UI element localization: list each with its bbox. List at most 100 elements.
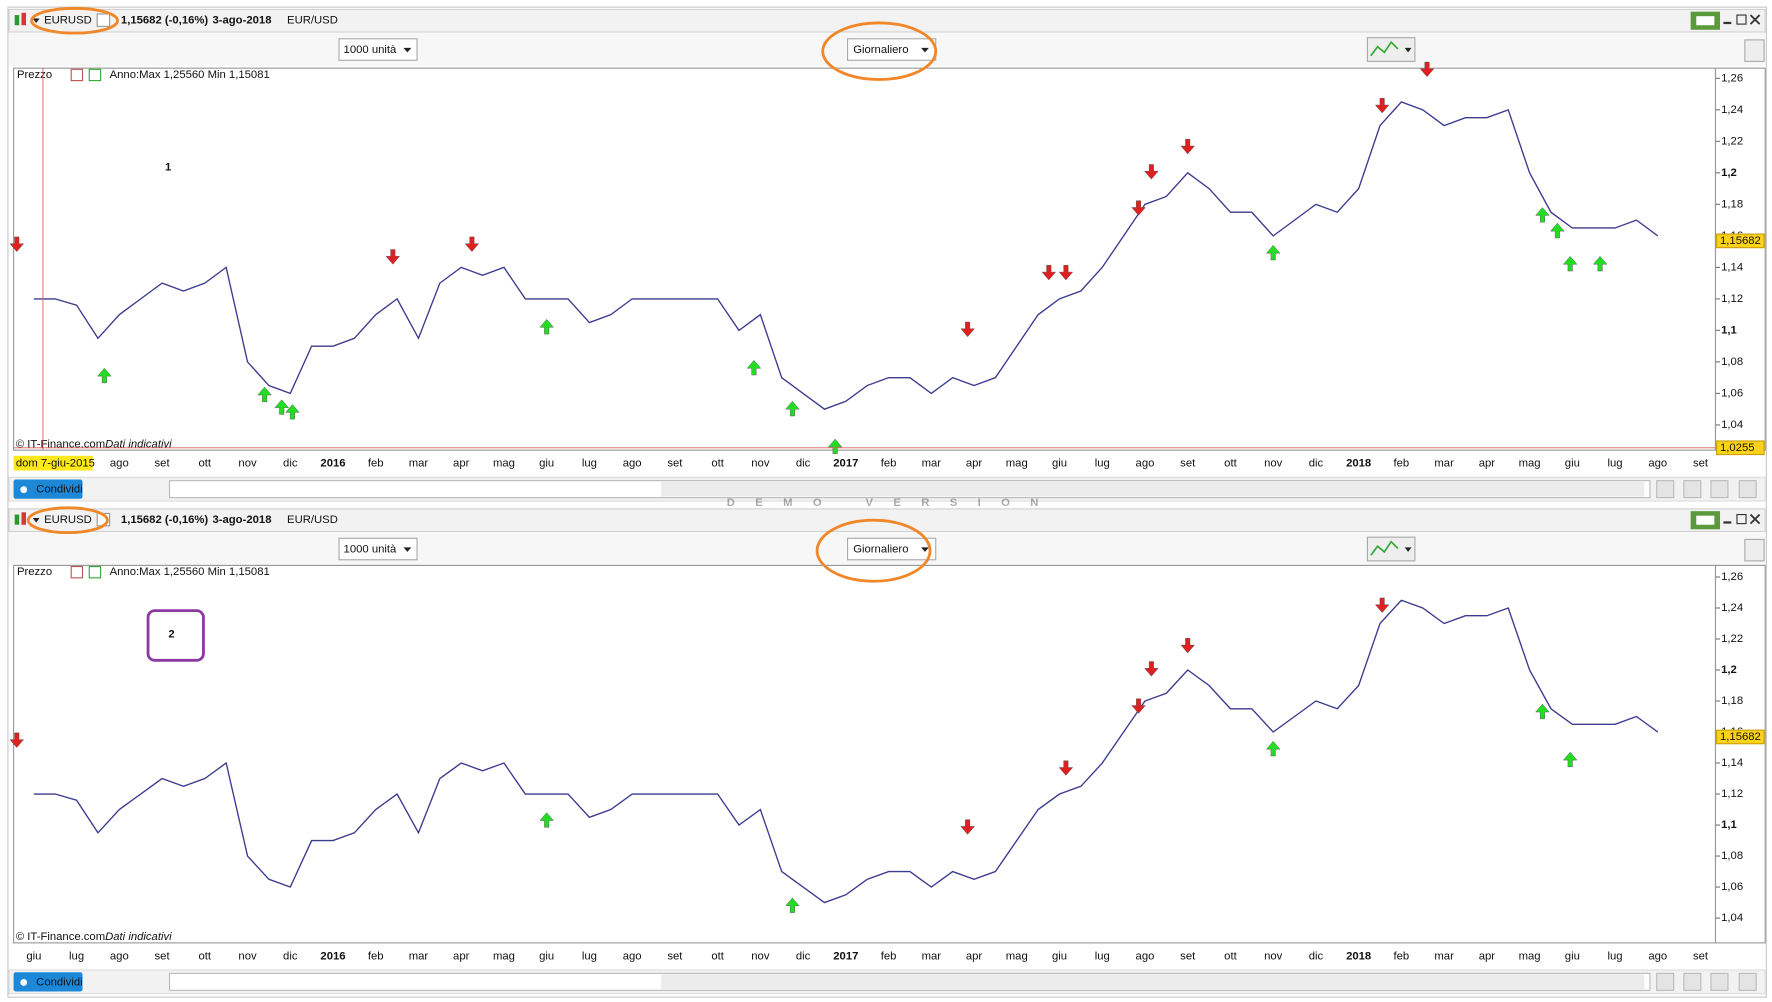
y-tick-label: 1,04 (1721, 912, 1743, 924)
x-tick-label: lug (1095, 458, 1110, 470)
maximize-button[interactable] (1736, 14, 1747, 25)
tool-icon[interactable] (70, 565, 84, 579)
price-line (33, 599, 1659, 904)
share-button-text: Condividi (36, 484, 82, 496)
close-button[interactable] (1749, 513, 1761, 525)
sell-signal (1058, 265, 1074, 281)
zoom-button[interactable] (1710, 480, 1729, 499)
sell-signal (1144, 164, 1159, 180)
last-price-label: 1,15682 (1720, 731, 1761, 743)
size-select[interactable] (338, 38, 418, 61)
price-label: Prezzo (17, 69, 52, 81)
pair: EUR/USD (287, 15, 338, 27)
info-icon[interactable] (96, 13, 111, 27)
x-tick-label: ago (1136, 950, 1155, 962)
buy-signal (274, 399, 289, 415)
x-tick-label: ott (711, 458, 724, 470)
chart-type-button[interactable] (1366, 536, 1416, 562)
scroll-thumb[interactable] (661, 974, 1645, 990)
x-tick-label: giu (1565, 950, 1580, 962)
tool-icon[interactable] (88, 565, 102, 579)
y-tick-label: 1,04 (1721, 419, 1743, 431)
symbol[interactable]: EURUSD (44, 15, 92, 27)
buy-signal (1535, 207, 1550, 223)
zoom-button[interactable] (1656, 972, 1675, 991)
x-tick-label: mag (1519, 458, 1541, 470)
sell-signal (1131, 698, 1146, 714)
buy-signal (285, 404, 300, 420)
x-tick-label: mag (1006, 950, 1028, 962)
sell-signal (1180, 139, 1195, 155)
scroll-thumb[interactable] (661, 481, 1645, 497)
minimize-button[interactable] (1723, 521, 1732, 524)
share-button[interactable] (13, 479, 83, 499)
x-tick-label: ago (110, 950, 129, 962)
dropdown-arrow[interactable] (32, 18, 40, 23)
x-tick-label: mag (493, 458, 515, 470)
y-tick-label: 1,22 (1721, 135, 1743, 147)
x-tick-label: set (1693, 458, 1709, 470)
close-button[interactable] (1749, 14, 1761, 25)
x-tick-label: ago (623, 458, 642, 470)
minimize-button[interactable] (1723, 21, 1732, 25)
keyboard-icon (1696, 16, 1715, 26)
y-tick-label: 1,08 (1721, 850, 1743, 862)
sell-signal (1419, 61, 1435, 78)
x-tick-label: mar (409, 950, 429, 962)
symbol-icon (21, 12, 26, 26)
x-tick-label: apr (966, 458, 983, 470)
y-tick-label: 1,06 (1721, 387, 1743, 399)
zoom-button[interactable] (1738, 480, 1757, 499)
x-tick-label: ott (199, 950, 212, 962)
sell-signal (1058, 760, 1074, 776)
highlight-ellipse (30, 6, 119, 35)
crosshair-date-label: dom 7-giu-2015 (16, 458, 95, 470)
chart-type-button[interactable] (1366, 37, 1416, 62)
x-tick-label: set (1180, 458, 1196, 470)
y-tick-label: 1,24 (1721, 104, 1743, 116)
x-tick-label: nov (1264, 950, 1283, 962)
x-tick-label: apr (1479, 950, 1496, 962)
tool-icon[interactable] (70, 68, 84, 82)
tool-icon[interactable] (88, 68, 102, 82)
x-tick-label: ago (110, 458, 129, 470)
pair: EUR/USD (287, 514, 338, 526)
settings-button[interactable] (1744, 39, 1765, 62)
x-tick-label: feb (368, 458, 384, 470)
buy-signal (746, 359, 762, 376)
dropdown-arrow (1404, 547, 1412, 552)
x-tick-label: lug (582, 950, 597, 962)
share-button[interactable] (13, 972, 83, 992)
x-tick-label: feb (1394, 950, 1410, 962)
zoom-button[interactable] (1710, 972, 1729, 991)
settings-button[interactable] (1744, 538, 1765, 562)
x-tick-label: 2018 (1346, 458, 1371, 470)
y-tick-label: 1,18 (1721, 695, 1743, 707)
dropdown-arrow[interactable] (32, 517, 40, 523)
maximize-button[interactable] (1736, 513, 1747, 525)
y-tick-label: 1,2 (1721, 167, 1737, 179)
x-tick-label: apr (966, 950, 983, 962)
y-tick-label: 1,18 (1721, 198, 1743, 210)
date: 3-ago-2018 (212, 15, 271, 27)
x-tick-label: giu (539, 950, 554, 962)
y-tick-label: 1,14 (1721, 261, 1743, 273)
x-tick-label: dic (1309, 950, 1324, 962)
y-tick-label: 1,1 (1721, 324, 1737, 336)
zoom-button[interactable] (1656, 480, 1675, 499)
buy-signal (1562, 256, 1578, 272)
sell-signal (1131, 200, 1146, 216)
period-select[interactable] (847, 537, 937, 561)
zoom-button[interactable] (1683, 480, 1702, 499)
x-tick-label: 2016 (320, 950, 345, 962)
sell-signal (1374, 98, 1390, 114)
zoom-button[interactable] (1738, 972, 1757, 991)
size-select-text: 1000 unità (344, 44, 397, 56)
symbol[interactable]: EURUSD (44, 514, 92, 526)
copyright-note: Dati indicativi (105, 931, 172, 943)
zoom-button[interactable] (1683, 972, 1702, 991)
size-select[interactable] (338, 537, 418, 561)
x-tick-label: lug (69, 950, 84, 962)
